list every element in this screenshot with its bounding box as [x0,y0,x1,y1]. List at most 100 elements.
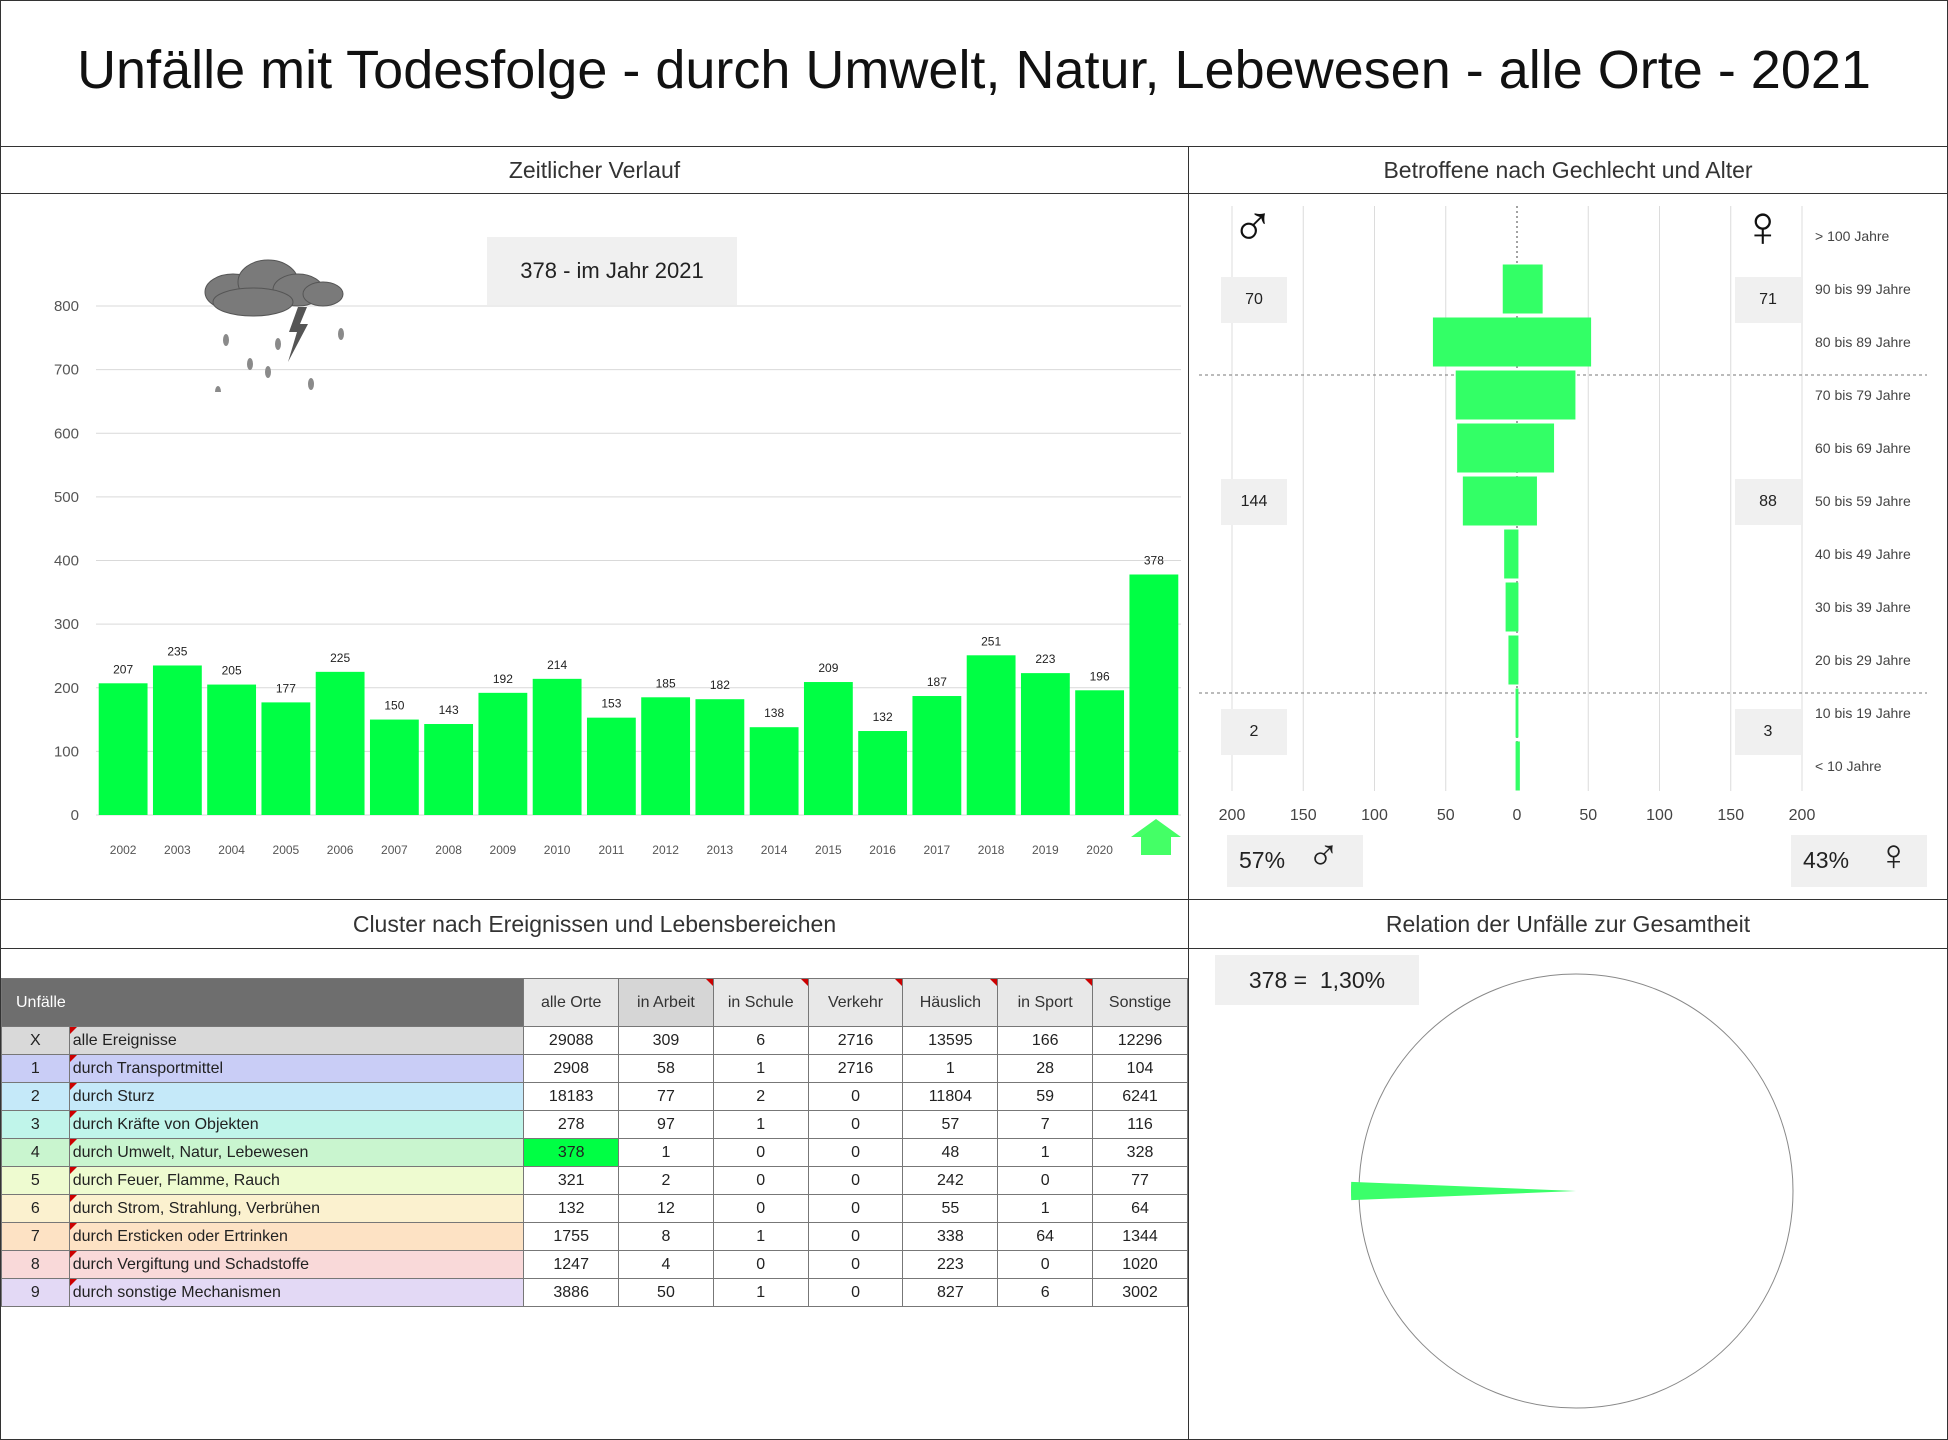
x-tick-label: 2020 [1086,843,1113,857]
table-cell: 0 [997,1250,1094,1279]
table-cell: 166 [997,1026,1094,1055]
x-tick-label: 2002 [110,843,137,857]
age-category-label: 90 bis 99 Jahre [1815,281,1911,297]
male-symbol-icon: ♂ [1307,831,1340,880]
table-row[interactable]: 7 durch Ersticken oder Ertrinken 1755 8 1 0 33… [1,1222,1188,1251]
y-tick-label: 500 [54,489,79,506]
row-label[interactable]: durch Strom, Strahlung, Verbrühen [68,1194,525,1223]
row-label[interactable]: durch sonstige Mechanismen [68,1278,525,1307]
bar-female [1517,264,1543,314]
age-category-label: 50 bis 59 Jahre [1815,493,1911,509]
table-cell: 2716 [807,1054,904,1083]
x-tick-label: 2011 [598,843,624,857]
bar-male [1432,317,1517,367]
age-category-label: 40 bis 49 Jahre [1815,546,1911,562]
row-code: X [1,1026,70,1055]
male-count-box: 144 [1221,479,1287,525]
column-header-verkehr[interactable]: Verkehr [807,978,904,1027]
bar-male [1504,529,1517,579]
row-label[interactable]: durch Vergiftung und Schadstoffe [68,1250,525,1279]
table-row[interactable]: 9 durch sonstige Mechanismen 3886 50 1 0 827 6 3… [1,1278,1188,1307]
table-cell: 55 [902,1194,999,1223]
row-code: 3 [1,1110,70,1139]
table-cell: 0 [807,1110,904,1139]
table-cell: 59 [997,1082,1094,1111]
x-tick-label: 150 [1290,807,1317,824]
table-row[interactable]: 8 durch Vergiftung und Schadstoffe 1247 4 0 0… [1,1250,1188,1279]
table-row[interactable]: 2 durch Sturz 18183 77 2 0 11804 59 6241 [1,1082,1188,1111]
table-cell: 0 [712,1138,809,1167]
bar-female [1517,582,1519,632]
table-cell: 29088 [523,1026,620,1055]
table-cell: 0 [807,1138,904,1167]
column-header-in-arbeit[interactable]: in Arbeit [618,978,714,1027]
bar-male [1462,476,1517,526]
x-tick-label: 2012 [652,843,679,857]
table-cell: 0 [997,1166,1094,1195]
pyramid-heading: Betroffene nach Gechlecht und Alter [1189,147,1947,194]
bar-female [1517,688,1519,738]
x-tick-label: 50 [1437,807,1455,824]
data-label: 207 [113,662,133,676]
table-row[interactable]: 6 durch Strom, Strahlung, Verbrühen 132 12 0… [1,1194,1188,1223]
table-cell: 0 [807,1278,904,1307]
female-count-box: 71 [1735,277,1801,323]
bar-female [1517,423,1555,473]
bar [207,684,257,815]
bar [478,692,528,815]
data-label: 214 [547,658,567,672]
column-header-alle-orte[interactable]: alle Orte [523,978,620,1027]
column-header-in-sport[interactable]: in Sport [997,978,1094,1027]
column-header-haeuslich[interactable]: Häuslich [902,978,999,1027]
x-tick-label: 2008 [435,843,462,857]
table-cell: 104 [1092,1054,1188,1083]
male-count-box: 70 [1221,277,1287,323]
table-cell: 3886 [523,1278,620,1307]
table-row[interactable]: 5 durch Feuer, Flamme, Rauch 321 2 0 0 242 0 77 [1,1166,1188,1195]
table-cell: 3002 [1092,1278,1188,1307]
data-label: 153 [601,697,621,711]
x-tick-label: 2014 [761,843,788,857]
table-cell: 0 [807,1222,904,1251]
row-label[interactable]: durch Ersticken oder Ertrinken [68,1222,525,1251]
row-label[interactable]: durch Sturz [68,1082,525,1111]
bar-male [1505,582,1517,632]
table-header-row: Unfälle alle Orte in Arbeit in Schule Ve… [0,978,1188,1027]
y-tick-label: 800 [54,298,79,315]
female-symbol-icon: ♀ [1877,831,1910,880]
data-label: 138 [764,706,784,720]
bar [966,655,1016,815]
table-row[interactable]: 1 durch Transportmittel 2908 58 1 2716 1 28 104 [1,1054,1188,1083]
bar [315,671,365,815]
age-category-label: 20 bis 29 Jahre [1815,652,1911,668]
row-label[interactable]: alle Ereignisse [68,1026,525,1055]
column-header-in-schule[interactable]: in Schule [712,978,809,1027]
row-code: 8 [1,1250,70,1279]
table-cell: 6 [997,1278,1094,1307]
bar-female [1517,741,1520,791]
bar [1075,690,1125,815]
bar [695,699,745,815]
row-label[interactable]: durch Kräfte von Objekten [68,1110,525,1139]
column-header-sonstige[interactable]: Sonstige [1092,978,1188,1027]
table-row[interactable]: 3 durch Kräfte von Objekten 278 97 1 0 57 7 116 [1,1110,1188,1139]
row-label[interactable]: durch Transportmittel [68,1054,525,1083]
table-cell: 8 [618,1222,714,1251]
table-cell: 6 [712,1026,809,1055]
timeline-bar-chart: 0 100 200 300 400 500 600 700 800 207 2002 235 2003 2… [54,298,1181,857]
table-cell: 12 [618,1194,714,1223]
y-tick-label: 200 [54,680,79,697]
row-label[interactable]: durch Umwelt, Natur, Lebewesen [68,1138,525,1167]
table-row[interactable]: 4 durch Umwelt, Natur, Lebewesen 378 1 0 0 48 1… [1,1138,1188,1167]
data-label: 235 [167,644,187,658]
table-cell: 2 [712,1082,809,1111]
bar [749,727,799,815]
data-label: 185 [656,676,676,690]
table-cell: 77 [618,1082,714,1111]
row-label[interactable]: durch Feuer, Flamme, Rauch [68,1166,525,1195]
table-cell: 0 [807,1082,904,1111]
bar [912,696,962,815]
data-label: 251 [981,634,1001,648]
x-tick-label: 2010 [544,843,571,857]
